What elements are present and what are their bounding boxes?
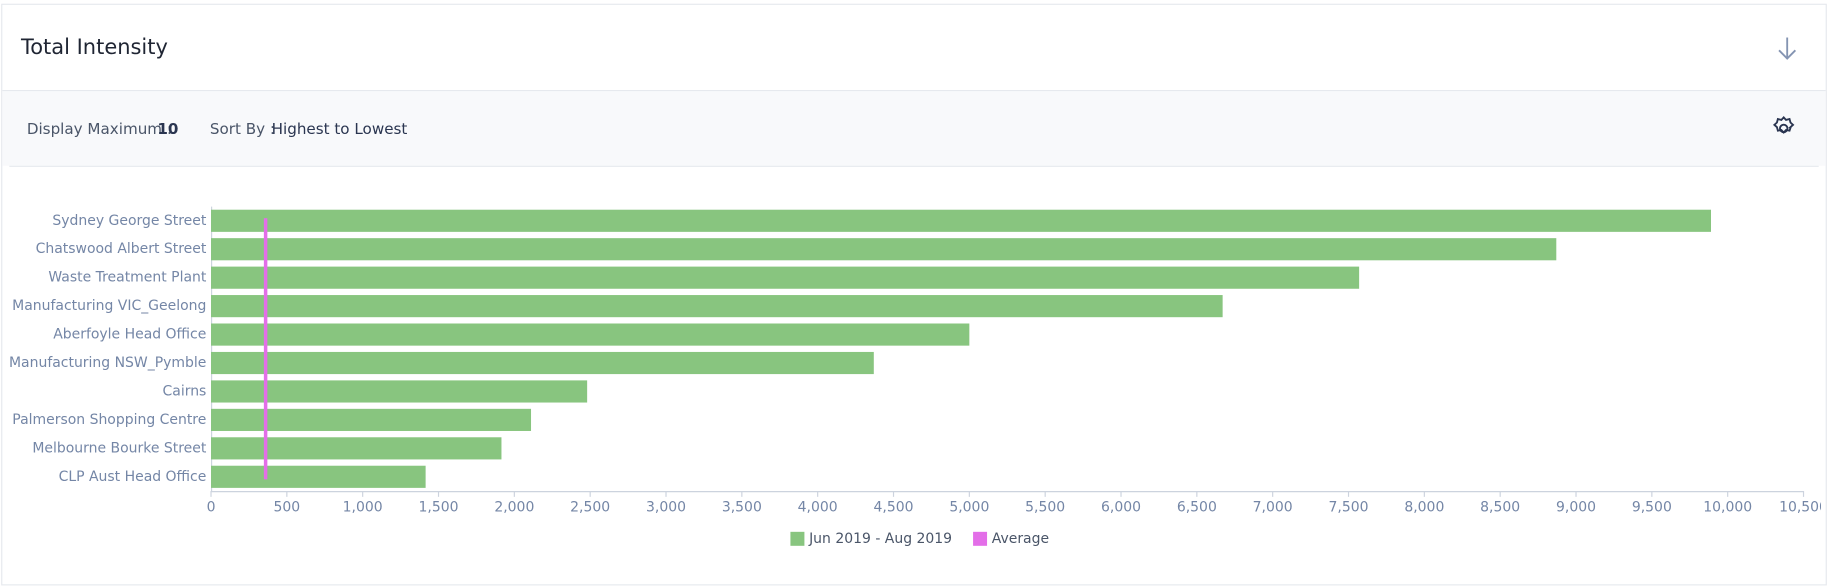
bar (211, 266, 1360, 289)
sort-label: Sort By : (210, 120, 275, 138)
x-tick-label: 5,000 (949, 499, 989, 515)
legend-swatch (973, 531, 988, 546)
bar (211, 295, 1223, 318)
bar (211, 209, 1712, 232)
y-tick-label: Waste Treatment Plant (48, 270, 207, 286)
sort-value[interactable]: Highest to Lowest (272, 120, 408, 138)
y-tick-label: Sydney George Street (52, 213, 206, 229)
x-tick-label: 3,000 (646, 499, 686, 515)
x-tick-label: 4,500 (874, 499, 914, 515)
y-tick-label: Chatswood Albert Street (36, 241, 207, 257)
x-tick-label: 4,000 (798, 499, 838, 515)
legend-label: Average (992, 531, 1049, 547)
x-tick-label: 8,500 (1480, 499, 1520, 515)
chart: 0 500 1,000 1,500 2,000 2,500 3,000 3,500 4,000 4… (9, 206, 1828, 547)
x-tick-label: 9,500 (1632, 499, 1672, 515)
bar (211, 323, 970, 346)
y-tick-label: Palmerson Shopping Centre (12, 412, 206, 428)
display-max-label: Display Maximum : (27, 120, 172, 138)
toolbar (2, 91, 1826, 166)
x-tick-label: 9,000 (1556, 499, 1596, 515)
legend-swatch (790, 531, 805, 546)
y-tick-label: Melbourne Bourke Street (32, 440, 206, 456)
x-tick-label: 0 (207, 499, 216, 515)
bar (211, 238, 1557, 261)
bar (211, 351, 874, 375)
y-tick-label: Aberfoyle Head Office (53, 327, 206, 343)
x-tick-label: 10,500 (1779, 499, 1828, 515)
x-tick-label: 7,500 (1329, 499, 1369, 515)
x-tick-label: 500 (274, 499, 301, 515)
y-tick-label: Manufacturing VIC_Geelong (12, 298, 206, 314)
x-tick-label: 5,500 (1025, 499, 1065, 515)
bar (211, 408, 532, 431)
x-tick-label: 7,000 (1253, 499, 1293, 515)
settings-button[interactable] (1772, 115, 1795, 134)
x-tick-label: 6,000 (1101, 499, 1141, 515)
display-max-value[interactable]: 10 (157, 120, 178, 138)
bar (211, 437, 502, 460)
card-title: Total Intensity (20, 35, 168, 59)
y-tick-label: CLP Aust Head Office (59, 469, 207, 485)
y-tick-label: Cairns (163, 383, 207, 399)
y-tick-label: Manufacturing NSW_Pymble (9, 355, 206, 371)
bar (211, 380, 588, 403)
legend-label: Jun 2019 - Aug 2019 (808, 531, 952, 547)
x-tick-label: 2,500 (570, 499, 610, 515)
x-tick-label: 1,000 (343, 499, 383, 515)
x-tick-label: 2,000 (494, 499, 534, 515)
download-button[interactable] (1778, 37, 1797, 60)
x-tick-label: 3,500 (722, 499, 762, 515)
average-line (263, 218, 268, 480)
bar (211, 465, 426, 488)
x-tick-label: 8,000 (1404, 499, 1444, 515)
x-tick-label: 10,000 (1703, 499, 1752, 515)
x-tick-label: 1,500 (419, 499, 459, 515)
x-tick-label: 6,500 (1177, 499, 1217, 515)
